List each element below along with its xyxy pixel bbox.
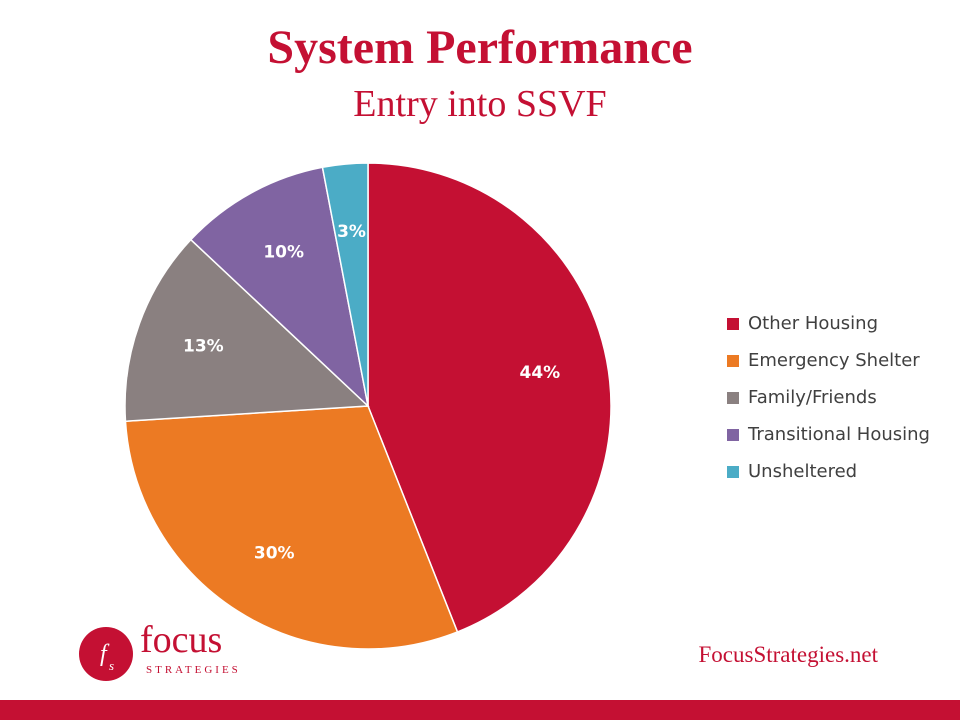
legend-swatch [727, 428, 739, 441]
logo-subtext: STRATEGIES [146, 664, 241, 676]
data-label: 44% [520, 363, 561, 383]
legend-label: Other Housing [748, 313, 878, 334]
focus-strategies-logo: f s focus STRATEGIES [76, 619, 246, 684]
legend-swatch [727, 317, 739, 330]
legend-label: Emergency Shelter [748, 350, 920, 371]
footer-bar [0, 700, 960, 720]
pie-slice-transitional-housing [189, 166, 370, 409]
legend-label: Transitional Housing [748, 424, 930, 445]
legend-item: Other Housing [727, 305, 930, 342]
legend-swatch [727, 465, 739, 478]
legend-item: Unsheltered [727, 453, 930, 490]
svg-text:f: f [100, 641, 110, 667]
data-label: 13% [183, 337, 224, 357]
data-label: 3% [337, 222, 366, 242]
pie-slice-other-housing [367, 162, 612, 633]
slide-subtitle: Entry into SSVF [353, 83, 607, 125]
legend-swatch [727, 354, 739, 367]
pie-slice-family-friends [124, 238, 370, 423]
legend-label: Family/Friends [748, 387, 877, 408]
pie-slice-emergency-shelter [124, 405, 459, 650]
slide-title: System Performance [267, 21, 693, 74]
legend-swatch [727, 391, 739, 404]
website-link[interactable]: FocusStrategies.net [698, 642, 879, 667]
logo-mark-icon: f s [79, 627, 133, 681]
svg-text:s: s [109, 658, 114, 673]
legend-item: Family/Friends [727, 379, 930, 416]
data-label: 30% [254, 544, 295, 564]
legend-label: Unsheltered [748, 461, 858, 482]
legend-item: Emergency Shelter [727, 342, 930, 379]
legend-item: Transitional Housing [727, 416, 930, 453]
chart-legend: Other Housing Emergency Shelter Family/F… [727, 305, 930, 490]
pie-slice-unsheltered [321, 162, 369, 407]
data-label: 10% [263, 243, 304, 263]
logo-word: focus [140, 619, 223, 661]
